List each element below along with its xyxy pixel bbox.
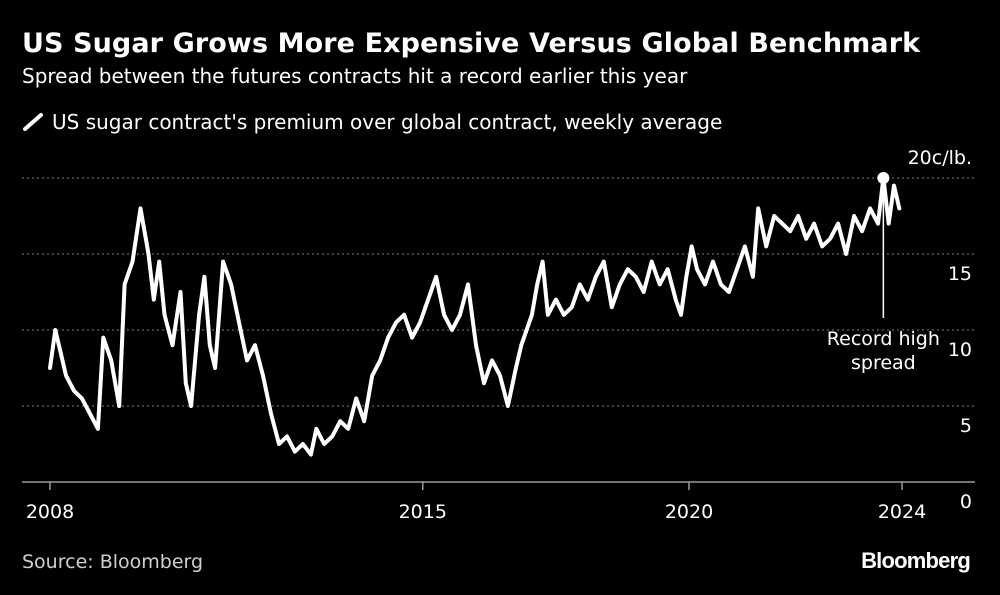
legend-label: US sugar contract's premium over global … [52,110,723,134]
x-tick-label-2015: 2015 [399,501,447,523]
y-tick-label-0: 0 [960,491,972,513]
source-note: Source: Bloomberg [22,551,204,573]
x-tick-label-2020: 2020 [665,501,713,523]
annotation-label-line2: spread [851,352,916,374]
chart-title: US Sugar Grows More Expensive Versus Glo… [22,28,921,59]
series-line-0 [48,176,902,457]
chart-subtitle: Spread between the futures contracts hit… [22,64,688,88]
grid-lines [22,177,975,407]
x-tick-label-2008: 2008 [26,501,74,523]
x-tick-label-2024: 2024 [878,501,926,523]
y-tick-label-10: 10 [948,339,972,361]
record-high-marker [877,172,890,184]
y-axis-labels: 0 5 10 15 20c/lb. [908,147,972,513]
series-group [48,176,902,457]
y-tick-label-20: 20c/lb. [908,147,972,169]
x-axis-labels: 2008 2015 2020 2024 [26,501,926,523]
x-axis [22,481,975,490]
legend-line-icon [23,113,43,131]
annotation-label-line1: Record high [827,328,940,350]
y-tick-label-5: 5 [960,415,972,437]
legend: US sugar contract's premium over global … [22,110,722,134]
y-tick-label-15: 15 [948,263,972,285]
bloomberg-logo: Bloomberg [861,548,971,573]
